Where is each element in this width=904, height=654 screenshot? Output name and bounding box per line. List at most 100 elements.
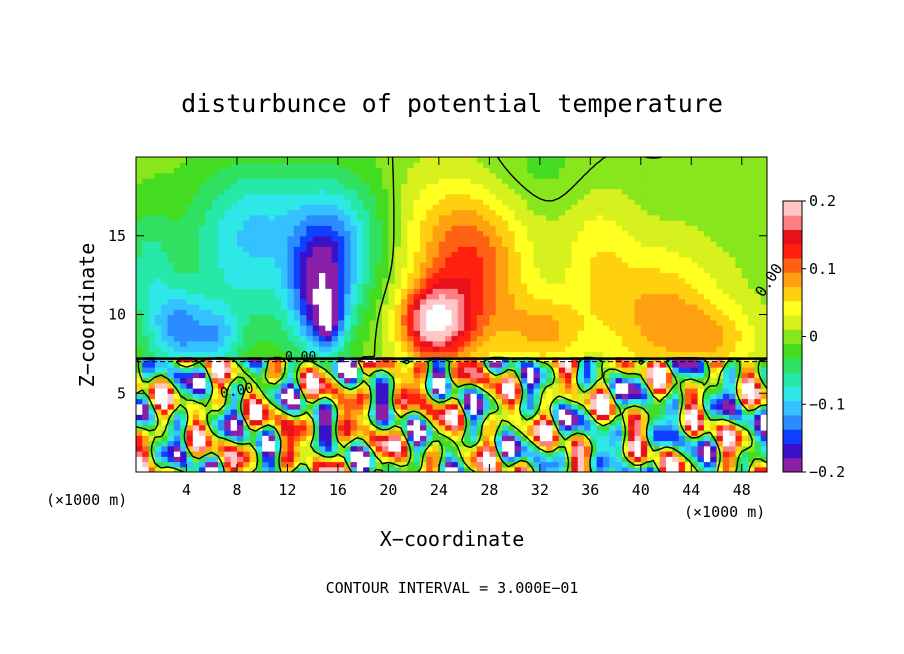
heatmap-cell bbox=[413, 456, 421, 463]
heatmap-cell bbox=[255, 435, 263, 442]
heatmap-cell bbox=[388, 225, 396, 232]
heatmap-cell bbox=[495, 267, 503, 274]
heatmap-cell bbox=[363, 430, 371, 436]
heatmap-cell bbox=[722, 277, 730, 284]
heatmap-cell bbox=[255, 414, 263, 421]
heatmap-cell bbox=[451, 283, 459, 289]
heatmap-cell bbox=[754, 251, 762, 258]
heatmap-cell bbox=[735, 283, 743, 289]
heatmap-cell bbox=[136, 262, 143, 268]
heatmap-cell bbox=[419, 272, 427, 279]
heatmap-cell bbox=[413, 246, 421, 253]
heatmap-cell bbox=[419, 241, 427, 247]
heatmap-cell bbox=[609, 220, 617, 226]
heatmap-cell bbox=[287, 298, 295, 305]
heatmap-cell bbox=[640, 403, 648, 410]
heatmap-cell bbox=[451, 235, 459, 242]
heatmap-cell bbox=[760, 393, 767, 400]
heatmap-cell bbox=[634, 361, 642, 368]
heatmap-cell bbox=[609, 330, 617, 337]
heatmap-cell bbox=[577, 393, 585, 400]
heatmap-cell bbox=[584, 309, 591, 316]
heatmap-cell bbox=[236, 235, 244, 242]
heatmap-cell bbox=[356, 456, 364, 463]
heatmap-cell bbox=[483, 430, 490, 436]
heatmap-cell bbox=[678, 235, 686, 242]
heatmap-cell bbox=[249, 235, 257, 242]
heatmap-cell bbox=[394, 335, 402, 342]
heatmap-cell bbox=[489, 424, 497, 431]
heatmap-cell bbox=[445, 372, 453, 379]
heatmap-cell bbox=[224, 335, 232, 342]
heatmap-cell bbox=[489, 262, 497, 268]
heatmap-cell bbox=[546, 235, 554, 242]
heatmap-cell bbox=[527, 235, 535, 242]
heatmap-cell bbox=[306, 451, 314, 457]
heatmap-cell bbox=[489, 445, 497, 452]
heatmap-cell bbox=[325, 251, 333, 258]
heatmap-cell bbox=[533, 319, 541, 326]
heatmap-cell bbox=[325, 319, 333, 326]
heatmap-cell bbox=[621, 445, 629, 452]
heatmap-cell bbox=[621, 409, 629, 415]
heatmap-cell bbox=[684, 241, 692, 247]
heatmap-cell bbox=[401, 262, 408, 268]
heatmap-cell bbox=[691, 314, 699, 321]
heatmap-cell bbox=[300, 319, 307, 326]
heatmap-cell bbox=[489, 451, 497, 457]
heatmap-cell bbox=[186, 272, 194, 279]
heatmap-cell bbox=[413, 309, 421, 316]
heatmap-cell bbox=[268, 346, 276, 352]
heatmap-cell bbox=[754, 241, 762, 247]
heatmap-cell bbox=[363, 393, 371, 400]
heatmap-cell bbox=[331, 456, 339, 463]
heatmap-cell bbox=[230, 461, 238, 468]
heatmap-cell bbox=[722, 335, 730, 342]
heatmap-cell bbox=[388, 214, 396, 221]
heatmap-cell bbox=[375, 377, 383, 384]
heatmap-cell bbox=[571, 298, 579, 305]
heatmap-cell bbox=[565, 230, 572, 237]
heatmap-cell bbox=[268, 388, 276, 394]
heatmap-cell bbox=[337, 419, 345, 426]
heatmap-cell bbox=[558, 235, 566, 242]
heatmap-cell bbox=[552, 330, 560, 337]
heatmap-cell bbox=[666, 403, 673, 410]
heatmap-cell bbox=[186, 277, 194, 284]
heatmap-cell bbox=[337, 241, 345, 247]
heatmap-cell bbox=[590, 235, 598, 242]
heatmap-cell bbox=[672, 335, 680, 342]
heatmap-cell bbox=[167, 256, 175, 263]
heatmap-cell bbox=[722, 272, 730, 279]
heatmap-cell bbox=[236, 330, 244, 337]
heatmap-cell bbox=[274, 319, 282, 326]
heatmap-cell bbox=[647, 461, 655, 468]
heatmap-cell bbox=[211, 288, 219, 295]
heatmap-cell bbox=[274, 414, 282, 421]
heatmap-cell bbox=[445, 440, 453, 447]
heatmap-cell bbox=[710, 314, 718, 321]
heatmap-cell bbox=[413, 393, 421, 400]
heatmap-cell bbox=[192, 346, 200, 352]
heatmap-cell bbox=[167, 409, 175, 415]
heatmap-cell bbox=[230, 209, 238, 216]
heatmap-cell bbox=[363, 298, 371, 305]
heatmap-cell bbox=[527, 293, 535, 300]
heatmap-cell bbox=[609, 430, 617, 436]
heatmap-cell bbox=[640, 451, 648, 457]
heatmap-cell bbox=[438, 335, 446, 342]
heatmap-cell bbox=[318, 277, 326, 284]
heatmap-cell bbox=[666, 451, 673, 457]
heatmap-cell bbox=[590, 461, 598, 468]
heatmap-cell bbox=[691, 209, 699, 216]
heatmap-cell bbox=[565, 293, 572, 300]
heatmap-cell bbox=[489, 351, 497, 358]
heatmap-cell bbox=[653, 293, 661, 300]
heatmap-cell bbox=[161, 340, 169, 347]
heatmap-cell bbox=[413, 304, 421, 310]
heatmap-cell bbox=[312, 367, 320, 373]
heatmap-cell bbox=[306, 214, 314, 221]
heatmap-cell bbox=[527, 403, 535, 410]
heatmap-cell bbox=[533, 440, 541, 447]
heatmap-cell bbox=[552, 235, 560, 242]
